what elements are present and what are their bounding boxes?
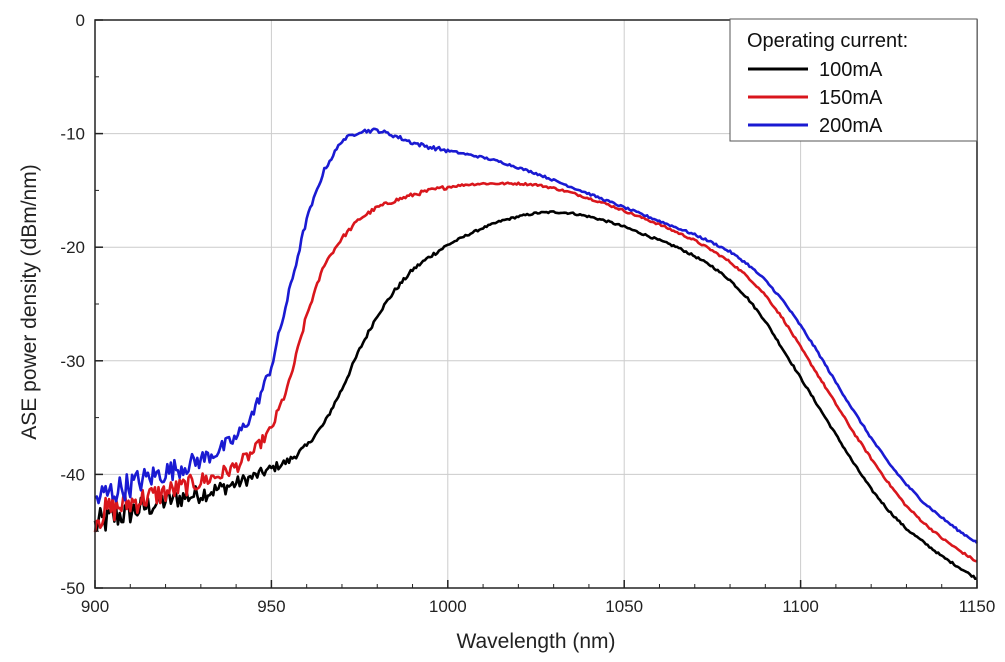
- x-tick-label: 1050: [605, 597, 643, 616]
- y-tick-label: -30: [60, 352, 85, 371]
- x-tick-labels: 900 950 1000 1050 1100 1150: [81, 597, 995, 616]
- series-line-150mA: [93, 181, 978, 563]
- y-axis-title: ASE power density (dBm/nm): [18, 164, 41, 439]
- tick-marks: [94, 19, 978, 589]
- y-tick-label: -50: [60, 579, 85, 598]
- legend-label-150mA: 150mA: [819, 87, 883, 109]
- legend-items: 100mA 150mA 200mA: [748, 59, 883, 137]
- series-lines: [93, 127, 979, 581]
- series-line-200mA: [94, 127, 979, 544]
- series-line-100mA: [93, 210, 978, 581]
- x-tick-label: 900: [81, 597, 109, 616]
- x-tick-label: 1100: [782, 597, 819, 616]
- x-tick-label: 1000: [429, 597, 467, 616]
- y-tick-label: -40: [60, 465, 85, 484]
- y-tick-label: -10: [60, 125, 85, 144]
- x-tick-label: 1150: [959, 597, 996, 616]
- x-tick-label: 950: [257, 597, 285, 616]
- legend-label-200mA: 200mA: [819, 115, 883, 137]
- legend-box: [729, 18, 978, 142]
- y-tick-labels: 0 -10 -20 -30 -40 -50: [60, 11, 85, 598]
- legend-title: Operating current:: [747, 30, 908, 52]
- y-tick-label: -20: [60, 238, 85, 257]
- y-tick-label: 0: [76, 11, 85, 30]
- x-axis-title: Wavelength (nm): [456, 630, 615, 653]
- legend: Operating current: 100mA 150mA 200mA: [729, 18, 978, 142]
- legend-label-100mA: 100mA: [819, 59, 883, 81]
